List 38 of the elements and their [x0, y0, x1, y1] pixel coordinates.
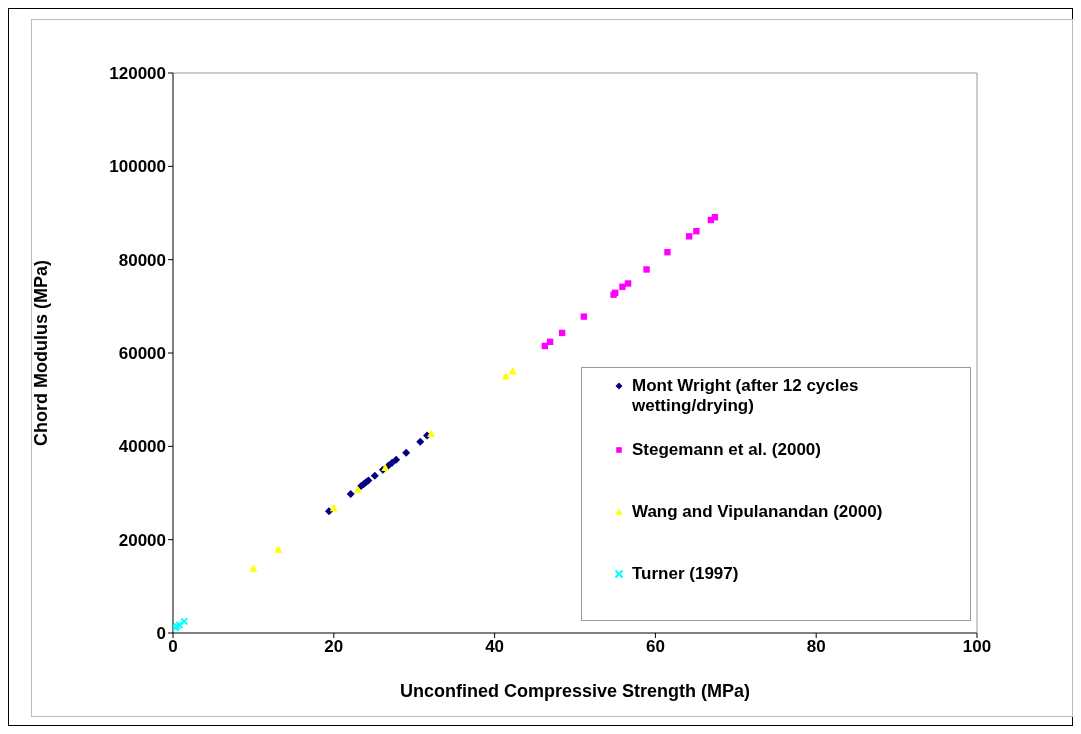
x-tick-label: 60: [645, 637, 665, 657]
point: [324, 507, 333, 516]
legend-label: Stegemann et al. (2000): [632, 440, 822, 460]
x-tick-label: 100: [962, 637, 992, 657]
point: [329, 503, 338, 512]
point: [501, 372, 510, 380]
legend-label: Turner (1997): [632, 564, 740, 584]
point: [643, 266, 650, 273]
x-tick-label: 80: [806, 637, 826, 657]
x-tick-label: 40: [485, 637, 505, 657]
y-tick-label: 100000: [109, 157, 166, 177]
point: [370, 471, 379, 480]
point: [580, 313, 588, 320]
y-tick-label: 0: [156, 624, 166, 644]
point: [274, 545, 283, 553]
legend-label: Mont Wright (after 12 cycles wetting/drying): [632, 376, 860, 416]
point: [619, 283, 626, 290]
point: [693, 228, 700, 235]
x-axis-title: Unconfined Compressive Strength (MPa): [399, 681, 751, 701]
y-tick-label: 20000: [118, 530, 166, 550]
point: [402, 448, 411, 457]
point: [392, 455, 401, 464]
y-tick-label: 80000: [118, 250, 166, 270]
y-tick-label: 40000: [118, 437, 166, 457]
point: [685, 233, 693, 240]
point: [249, 564, 258, 572]
legend-label: Wang and Vipulanandan (2000): [632, 502, 884, 522]
point: [427, 429, 436, 437]
point: [416, 437, 425, 446]
y-axis-title: Chord Modulus (MPa): [31, 260, 52, 446]
x-tick-label: 20: [324, 637, 344, 657]
point: [346, 489, 355, 498]
y-tick-label: 120000: [109, 64, 166, 84]
point: [508, 367, 517, 375]
point: [624, 280, 632, 287]
point: [353, 485, 362, 493]
y-tick-label: 60000: [118, 344, 166, 364]
point: [664, 249, 671, 256]
